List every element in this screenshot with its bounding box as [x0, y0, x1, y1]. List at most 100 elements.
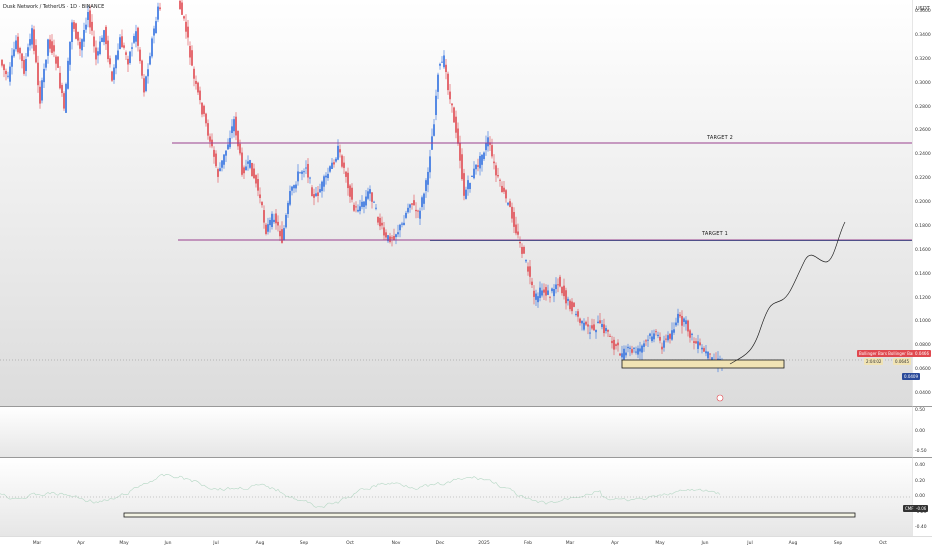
candle-body	[459, 143, 461, 161]
candle-body	[327, 173, 329, 179]
candle-body	[73, 22, 75, 29]
candle-body	[401, 223, 403, 225]
candle-body	[257, 179, 259, 191]
candle-body	[237, 130, 239, 147]
candle-body	[339, 149, 341, 153]
time-axis-label: Feb	[524, 541, 532, 546]
candle-body	[399, 224, 401, 231]
candle-body	[697, 341, 699, 349]
candle-body	[219, 168, 221, 172]
candle-body	[573, 302, 575, 307]
candle-body	[213, 149, 215, 157]
candle-body	[577, 311, 579, 317]
candle-body	[95, 47, 97, 60]
candle-body	[667, 335, 669, 341]
candle-body	[633, 347, 635, 349]
candle-body	[405, 212, 407, 218]
time-axis-label: Oct	[346, 541, 354, 546]
candle-body	[155, 21, 157, 34]
candle-body	[5, 70, 7, 75]
candle-body	[139, 49, 141, 62]
main-pane[interactable]	[0, 0, 912, 406]
candle-body	[353, 204, 355, 211]
candle-body	[521, 246, 523, 254]
candle-body	[665, 338, 667, 340]
candle-body	[497, 175, 499, 177]
time-axis-label: Mar	[32, 541, 42, 546]
candle-body	[51, 41, 53, 53]
candle-body	[21, 53, 23, 62]
candle-body	[455, 116, 457, 133]
price-axis-label: 0.1200	[915, 295, 931, 301]
candle-body	[63, 93, 65, 109]
candle-body	[305, 167, 307, 169]
candle-body	[359, 206, 361, 212]
candle-body	[425, 180, 427, 191]
candle-body	[243, 167, 245, 174]
candle-body	[37, 62, 39, 86]
indicator-pane-1[interactable]	[0, 407, 912, 457]
candle-body	[435, 95, 437, 116]
candle-body	[19, 47, 21, 54]
price-axis-label: 0.1800	[915, 223, 931, 229]
candle-body	[389, 236, 391, 243]
candle-body	[333, 162, 335, 165]
candle-body	[677, 313, 679, 323]
candle-body	[117, 50, 119, 60]
candle-body	[385, 232, 387, 238]
candle-body	[599, 320, 601, 324]
candle-body	[43, 68, 45, 83]
candle-body	[675, 322, 677, 326]
candle-body	[221, 160, 223, 168]
candle-body	[693, 341, 695, 343]
candle-body	[635, 351, 637, 353]
indicator-axis-label: -0.40	[915, 525, 927, 530]
candle-body	[513, 212, 515, 227]
price-axis-label: 0.0600	[915, 367, 931, 373]
candle-body	[193, 68, 195, 79]
candle-body	[235, 116, 237, 136]
candle-body	[517, 231, 519, 235]
candle-body	[321, 181, 323, 192]
candle-body	[255, 175, 257, 184]
candle-body	[433, 124, 435, 136]
candle-body	[103, 30, 105, 43]
candle-body	[671, 330, 673, 340]
candle-body	[371, 192, 373, 202]
candle-body	[381, 222, 383, 226]
candle-body	[61, 84, 63, 94]
indicator-label-tag: Bollinger Bars Bollinger Bars Bools	[857, 350, 931, 357]
candle-body	[565, 290, 567, 304]
candle-body	[485, 142, 487, 151]
candle-body	[123, 45, 125, 48]
candle-body	[231, 126, 233, 134]
candle-body	[277, 221, 279, 226]
projection-path[interactable]	[729, 221, 846, 365]
time-axis-label: Dec	[435, 541, 445, 546]
symbol-title[interactable]: Dusk Network / TetherUS · 1D · BINANCE	[3, 4, 105, 10]
candle-body	[659, 336, 661, 341]
candle-body	[695, 341, 697, 344]
candle-body	[97, 51, 99, 56]
candle-body	[461, 154, 463, 180]
candle-body	[239, 143, 241, 154]
candle-body	[441, 61, 443, 63]
support-zone[interactable]	[621, 359, 785, 369]
candle-body	[159, 7, 161, 10]
candle-body	[491, 145, 493, 157]
candle-body	[91, 21, 93, 31]
time-axis-label: May	[655, 541, 665, 546]
candle-body	[295, 184, 297, 189]
candle-body	[225, 150, 227, 156]
candle-body	[613, 339, 615, 350]
oscillator-support-box[interactable]	[123, 512, 856, 518]
candle-body	[325, 175, 327, 178]
candle-body	[119, 37, 121, 50]
candle-body	[673, 329, 675, 333]
countdown-chip: 2:04:02	[864, 358, 884, 365]
cmf-badge-value: -0.06	[914, 505, 929, 512]
candle-body	[427, 171, 429, 185]
event-marker-icon[interactable]	[716, 394, 724, 402]
